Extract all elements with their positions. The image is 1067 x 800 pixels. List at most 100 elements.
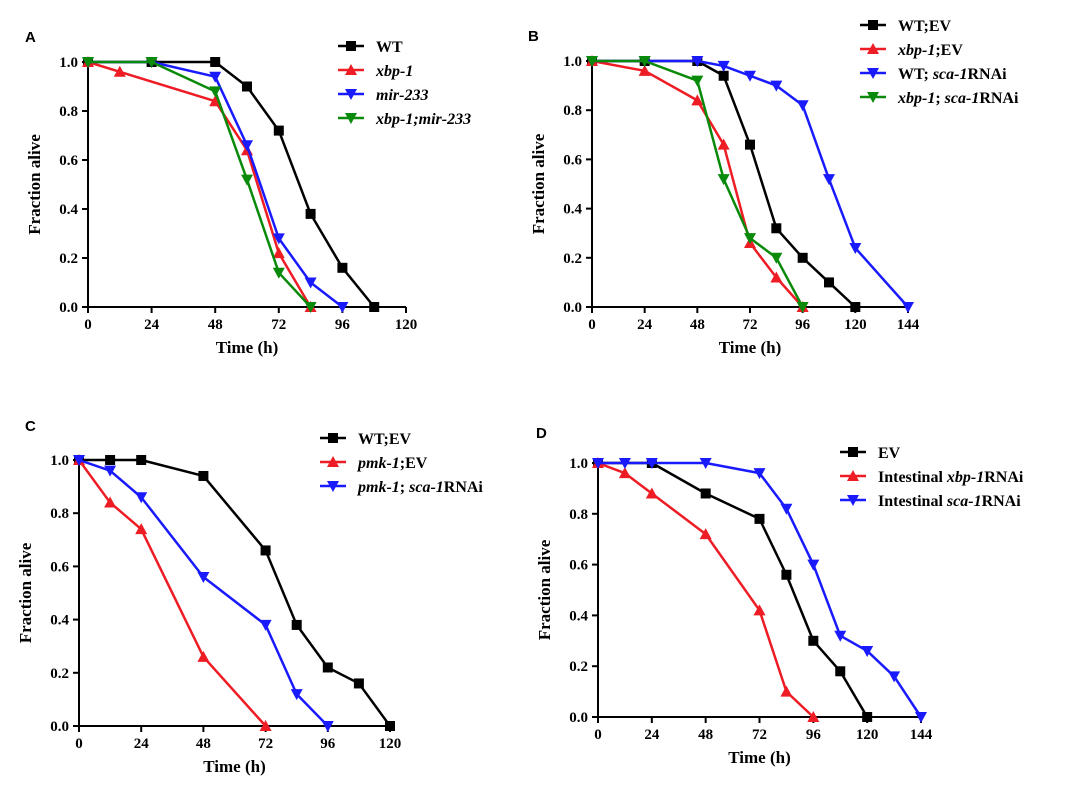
data-point bbox=[780, 503, 793, 515]
data-point bbox=[73, 455, 85, 466]
series-xbp-1 bbox=[82, 56, 317, 312]
series-wt-sca-1rnai bbox=[586, 56, 914, 313]
data-point bbox=[135, 523, 148, 535]
x-tick-label: 144 bbox=[910, 727, 933, 743]
series-intestinal-sca-1rnai bbox=[592, 458, 927, 723]
data-point bbox=[645, 487, 658, 499]
data-point bbox=[241, 174, 253, 186]
data-point bbox=[304, 277, 317, 289]
y-tick-label: 0.0 bbox=[569, 710, 588, 726]
data-point bbox=[770, 271, 783, 283]
x-tick-label: 120 bbox=[844, 317, 867, 333]
data-point bbox=[824, 277, 834, 288]
data-point bbox=[700, 488, 711, 499]
y-tick-label: 0.6 bbox=[50, 559, 69, 575]
data-point bbox=[807, 711, 820, 722]
y-tick-label: 0.8 bbox=[569, 507, 588, 523]
y-tick-label: 0.6 bbox=[569, 558, 588, 574]
legend-label-part: WT;EV bbox=[358, 431, 411, 448]
legend-label: mir-233 bbox=[376, 87, 428, 104]
x-tick-label: 120 bbox=[379, 736, 402, 752]
y-tick-label: 0.4 bbox=[569, 608, 588, 624]
legend-label-part: xbp-1 bbox=[897, 90, 935, 107]
data-point bbox=[638, 56, 651, 67]
legend-label: Intestinal xbp-1RNAi bbox=[878, 469, 1024, 486]
series-line bbox=[87, 60, 312, 308]
legend-swatch-marker bbox=[327, 456, 339, 467]
x-tick-label: 48 bbox=[208, 317, 223, 333]
data-point bbox=[618, 467, 631, 479]
data-point bbox=[796, 302, 809, 313]
data-point bbox=[272, 267, 285, 279]
data-point bbox=[691, 56, 704, 67]
series-line bbox=[78, 458, 329, 727]
data-point bbox=[902, 302, 914, 313]
x-tick-label: 96 bbox=[320, 736, 336, 752]
legend-label: pmk-1; sca-1RNAi bbox=[356, 479, 483, 496]
y-tick-label: 0.6 bbox=[59, 153, 78, 169]
y-tick-label: 0.2 bbox=[563, 251, 582, 267]
x-tick-label: 0 bbox=[75, 736, 83, 752]
data-point bbox=[780, 685, 793, 697]
panel-label: D bbox=[536, 425, 547, 442]
data-point bbox=[770, 252, 783, 264]
data-point bbox=[136, 455, 147, 465]
panel-label: B bbox=[528, 28, 539, 45]
x-tick-label: 72 bbox=[258, 736, 273, 752]
legend-swatch-marker bbox=[345, 113, 357, 124]
legend-label-part: sca-1 bbox=[408, 479, 444, 496]
legend-label-part: RNAi bbox=[979, 90, 1019, 107]
data-point bbox=[82, 57, 94, 68]
y-axis-label: Fraction alive bbox=[16, 542, 35, 643]
legend-label: EV bbox=[878, 445, 901, 462]
data-point bbox=[209, 71, 222, 83]
x-axis-label: Time (h) bbox=[728, 748, 791, 767]
legend-label-part: Intestinal bbox=[878, 469, 947, 486]
panel-label: C bbox=[25, 418, 36, 435]
data-point bbox=[104, 496, 117, 508]
y-tick-label: 0.4 bbox=[50, 613, 69, 629]
legend-swatch-marker bbox=[848, 447, 858, 457]
series-xbp-1-sca-1rnai bbox=[586, 56, 809, 313]
y-tick-label: 0.0 bbox=[59, 300, 78, 316]
series-line bbox=[598, 461, 869, 718]
legend-label-part: pmk-1 bbox=[356, 479, 400, 496]
x-tick-label: 48 bbox=[690, 317, 705, 333]
y-tick-label: 1.0 bbox=[563, 54, 582, 70]
legend-label: xbp-1; sca-1RNAi bbox=[897, 90, 1019, 107]
y-tick-label: 0.2 bbox=[59, 251, 78, 267]
legend-label: Intestinal sca-1RNAi bbox=[878, 493, 1021, 510]
data-point bbox=[145, 57, 158, 68]
data-point bbox=[290, 689, 303, 701]
data-point bbox=[135, 492, 148, 504]
y-tick-label: 0.8 bbox=[563, 103, 582, 119]
data-point bbox=[771, 223, 782, 234]
data-point bbox=[796, 100, 809, 112]
data-point bbox=[835, 666, 846, 677]
data-point bbox=[197, 572, 210, 584]
x-tick-label: 0 bbox=[594, 727, 602, 743]
legend-label-part: sca-1 bbox=[946, 493, 982, 510]
x-axis-label: Time (h) bbox=[216, 338, 279, 357]
data-point bbox=[807, 559, 820, 571]
data-point bbox=[259, 720, 272, 731]
data-point bbox=[781, 569, 792, 580]
data-point bbox=[586, 56, 598, 67]
data-point bbox=[753, 604, 766, 616]
y-tick-label: 0.8 bbox=[59, 104, 78, 120]
legend-label-part: sca-1 bbox=[944, 90, 980, 107]
data-point bbox=[105, 455, 116, 465]
legend-label: WT;EV bbox=[898, 18, 951, 35]
legend-label: xbp-1;mir-233 bbox=[375, 111, 471, 128]
data-point bbox=[113, 65, 126, 77]
legend-swatch-marker bbox=[867, 92, 879, 103]
legend-label: pmk-1;EV bbox=[356, 455, 428, 472]
data-point bbox=[754, 513, 765, 524]
legend-label-part: WT; bbox=[898, 66, 933, 83]
data-point bbox=[322, 662, 333, 673]
legend-label-part: EV bbox=[878, 445, 901, 462]
data-point bbox=[744, 70, 756, 82]
data-point bbox=[104, 465, 117, 477]
y-tick-label: 0.2 bbox=[569, 659, 588, 675]
series-pmk-1-ev bbox=[73, 454, 272, 731]
